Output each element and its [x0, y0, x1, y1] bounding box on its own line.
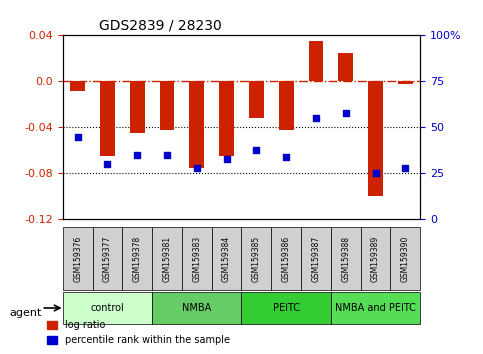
Point: [104, 161, 112, 167]
Bar: [159, 81, 174, 130]
Bar: [130, 81, 145, 133]
Point: [193, 165, 201, 171]
Bar: [249, 81, 264, 118]
FancyBboxPatch shape: [63, 227, 93, 290]
Text: GSM159384: GSM159384: [222, 236, 231, 282]
FancyBboxPatch shape: [331, 227, 361, 290]
Bar: [398, 81, 413, 84]
Text: control: control: [91, 303, 124, 313]
FancyBboxPatch shape: [242, 292, 331, 324]
FancyBboxPatch shape: [331, 292, 420, 324]
Point: [342, 110, 350, 115]
FancyBboxPatch shape: [212, 227, 242, 290]
Bar: [368, 81, 383, 196]
Text: NMBA and PEITC: NMBA and PEITC: [335, 303, 416, 313]
Text: GSM159386: GSM159386: [282, 236, 291, 282]
Legend: log ratio, percentile rank within the sample: log ratio, percentile rank within the sa…: [43, 316, 234, 349]
FancyBboxPatch shape: [63, 292, 152, 324]
Text: GSM159377: GSM159377: [103, 236, 112, 282]
Point: [312, 115, 320, 121]
FancyBboxPatch shape: [271, 227, 301, 290]
FancyBboxPatch shape: [182, 227, 212, 290]
Bar: [189, 81, 204, 168]
FancyBboxPatch shape: [152, 227, 182, 290]
FancyBboxPatch shape: [93, 227, 122, 290]
Bar: [100, 81, 115, 156]
Text: GSM159388: GSM159388: [341, 236, 350, 282]
Text: GSM159378: GSM159378: [133, 236, 142, 282]
Text: GSM159390: GSM159390: [401, 236, 410, 282]
FancyBboxPatch shape: [301, 227, 331, 290]
Text: GDS2839 / 28230: GDS2839 / 28230: [99, 19, 221, 33]
Point: [372, 171, 380, 176]
FancyBboxPatch shape: [390, 227, 420, 290]
FancyBboxPatch shape: [242, 227, 271, 290]
Text: GSM159389: GSM159389: [371, 236, 380, 282]
FancyBboxPatch shape: [122, 227, 152, 290]
Bar: [279, 81, 294, 130]
Text: NMBA: NMBA: [182, 303, 212, 313]
Bar: [70, 81, 85, 91]
Text: agent: agent: [10, 308, 42, 318]
Text: GSM159381: GSM159381: [163, 236, 171, 282]
Point: [133, 152, 141, 158]
Point: [163, 152, 171, 158]
Point: [223, 156, 230, 161]
Point: [253, 147, 260, 152]
FancyBboxPatch shape: [361, 227, 390, 290]
Text: GSM159383: GSM159383: [192, 236, 201, 282]
Text: GSM159376: GSM159376: [73, 236, 82, 282]
Bar: [309, 41, 324, 81]
Bar: [338, 53, 353, 81]
Bar: [219, 81, 234, 156]
Point: [282, 154, 290, 160]
Text: PEITC: PEITC: [273, 303, 299, 313]
Point: [74, 134, 82, 139]
Text: GSM159387: GSM159387: [312, 236, 320, 282]
Point: [401, 165, 409, 171]
FancyBboxPatch shape: [152, 292, 242, 324]
Text: GSM159385: GSM159385: [252, 236, 261, 282]
